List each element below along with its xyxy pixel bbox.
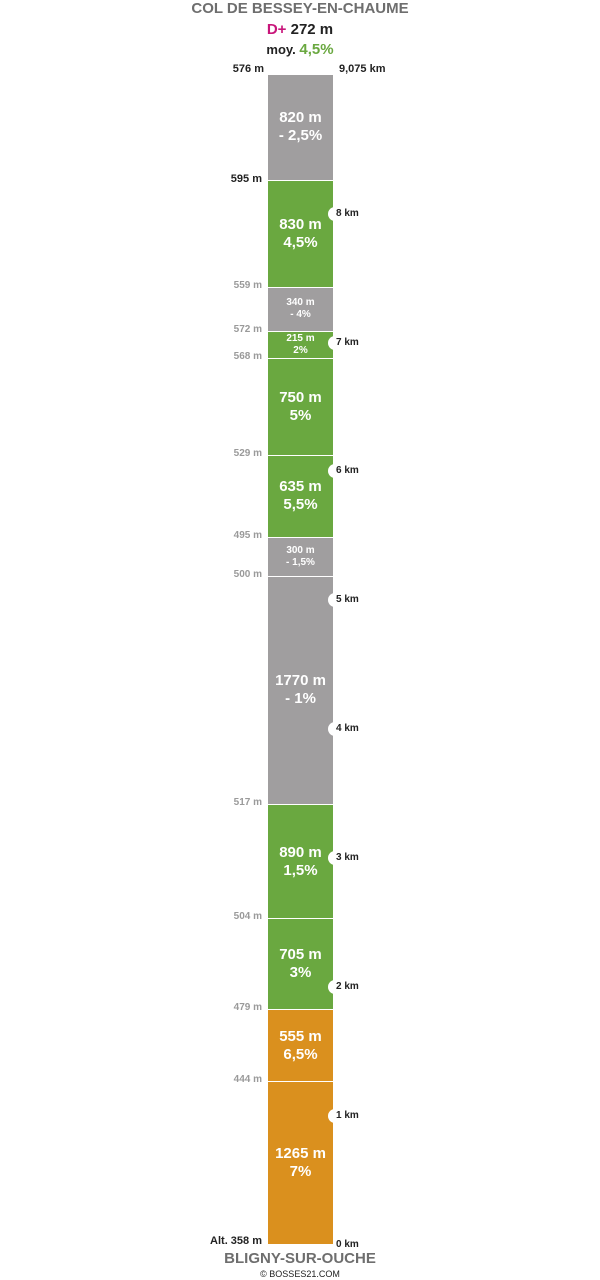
segment-grade: 5% bbox=[289, 407, 312, 425]
profile-segment: 820 m- 2,5% bbox=[268, 75, 333, 181]
altitude-label: 444 m bbox=[233, 1073, 262, 1085]
profile-segment: 890 m 1,5% bbox=[268, 804, 333, 920]
segment-length: 750 m bbox=[279, 389, 322, 407]
segment-grade: - 1% bbox=[285, 690, 316, 708]
elevation-gain: D+ 272 m bbox=[0, 21, 600, 38]
segment-grade: 4,5% bbox=[283, 233, 318, 251]
km-dot-icon bbox=[328, 206, 342, 221]
km-marker: 1 km bbox=[328, 1109, 388, 1124]
segment-length: 1265 m bbox=[275, 1144, 326, 1162]
km-dot-icon bbox=[328, 464, 342, 479]
km-marker: 2 km bbox=[328, 980, 388, 995]
altitude-label: 495 m bbox=[233, 529, 262, 541]
altitude-label: 559 m bbox=[233, 279, 262, 291]
segment-length: 1770 m bbox=[275, 672, 326, 690]
km-dot-icon bbox=[328, 335, 342, 350]
km-marker: 8 km bbox=[328, 206, 388, 221]
altitude-label: 500 m bbox=[233, 568, 262, 580]
profile-segment: 340 m- 4% bbox=[268, 287, 333, 332]
segment-length: 820 m bbox=[279, 109, 322, 127]
segment-grade: 6,5% bbox=[283, 1045, 318, 1063]
profile-segment: 555 m 6,5% bbox=[268, 1010, 333, 1082]
average-grade: moy. 4,5% bbox=[0, 41, 600, 58]
moy-label: moy. bbox=[266, 42, 296, 57]
km-label: 7 km bbox=[336, 336, 359, 348]
km-dot-icon bbox=[328, 980, 342, 995]
start-altitude: Alt. 358 m bbox=[210, 1235, 262, 1247]
profile-segment: 1770 m- 1% bbox=[268, 576, 333, 805]
km-dot-icon bbox=[328, 593, 342, 608]
km-marker: 0 km bbox=[328, 1238, 388, 1252]
total-distance: 9,075 km bbox=[339, 63, 386, 75]
profile-column: 820 m- 2,5% 830 m 4,5% 340 m- 4% 215 m 2% 750 … bbox=[268, 75, 333, 1245]
km-marker: 6 km bbox=[328, 464, 388, 479]
altitude-label: 517 m bbox=[233, 796, 262, 808]
km-dot-icon bbox=[328, 722, 342, 737]
km-label: 8 km bbox=[336, 207, 359, 219]
km-marker: 3 km bbox=[328, 851, 388, 866]
profile-segment: 300 m- 1,5% bbox=[268, 537, 333, 577]
km-label: 4 km bbox=[336, 723, 359, 735]
segment-length: 635 m bbox=[279, 478, 322, 496]
km-label: 2 km bbox=[336, 981, 359, 993]
km-dot-icon bbox=[328, 1109, 342, 1124]
km-marker: 4 km bbox=[328, 722, 388, 737]
km-dot-icon bbox=[328, 851, 342, 866]
start-name: BLIGNY-SUR-OUCHE bbox=[224, 1250, 376, 1267]
altitude-label: 595 m bbox=[230, 172, 262, 185]
segment-grade: 2% bbox=[293, 344, 308, 356]
summit-altitude: 576 m bbox=[232, 63, 264, 75]
segment-length: 890 m bbox=[279, 843, 322, 861]
profile-segment: 1265 m 7% bbox=[268, 1081, 333, 1245]
segment-length: 555 m bbox=[279, 1027, 322, 1045]
km-label: 3 km bbox=[336, 852, 359, 864]
segment-grade: 7% bbox=[289, 1162, 312, 1180]
profile-segment: 750 m 5% bbox=[268, 359, 333, 456]
altitude-label: 572 m bbox=[233, 323, 262, 335]
segment-grade: 5,5% bbox=[283, 496, 318, 514]
credit: © BOSSES21.COM bbox=[260, 1269, 340, 1279]
altitude-label: 568 m bbox=[233, 351, 262, 363]
col-title: COL DE BESSEY-EN-CHAUME bbox=[191, 0, 409, 17]
segment-length: 300 m bbox=[286, 544, 315, 556]
km-label: 0 km bbox=[336, 1239, 359, 1250]
segment-length: 705 m bbox=[279, 946, 322, 964]
altitude-label: 504 m bbox=[233, 911, 262, 923]
dplus-label: D+ bbox=[266, 21, 287, 38]
km-label: 6 km bbox=[336, 465, 359, 477]
segment-length: 340 m bbox=[286, 297, 315, 309]
km-label: 1 km bbox=[336, 1110, 359, 1122]
km-marker: 7 km bbox=[328, 335, 388, 350]
segment-grade: 3% bbox=[289, 964, 312, 982]
profile-segment: 830 m 4,5% bbox=[268, 180, 333, 288]
segment-length: 830 m bbox=[279, 215, 322, 233]
segment-length: 215 m bbox=[286, 332, 315, 344]
km-marker: 5 km bbox=[328, 593, 388, 608]
altitude-label: 529 m bbox=[233, 447, 262, 459]
segment-grade: - 4% bbox=[290, 309, 311, 321]
segment-grade: - 2,5% bbox=[278, 127, 323, 145]
profile-segment: 705 m 3% bbox=[268, 919, 333, 1011]
km-label: 5 km bbox=[336, 594, 359, 606]
dplus-value: 272 m bbox=[290, 21, 334, 38]
altitude-label: 479 m bbox=[233, 1002, 262, 1014]
moy-value: 4,5% bbox=[299, 41, 334, 58]
segment-grade: 1,5% bbox=[283, 861, 318, 879]
profile-segment: 215 m 2% bbox=[268, 331, 333, 360]
profile-segment: 635 m 5,5% bbox=[268, 455, 333, 538]
segment-grade: - 1,5% bbox=[286, 556, 315, 568]
